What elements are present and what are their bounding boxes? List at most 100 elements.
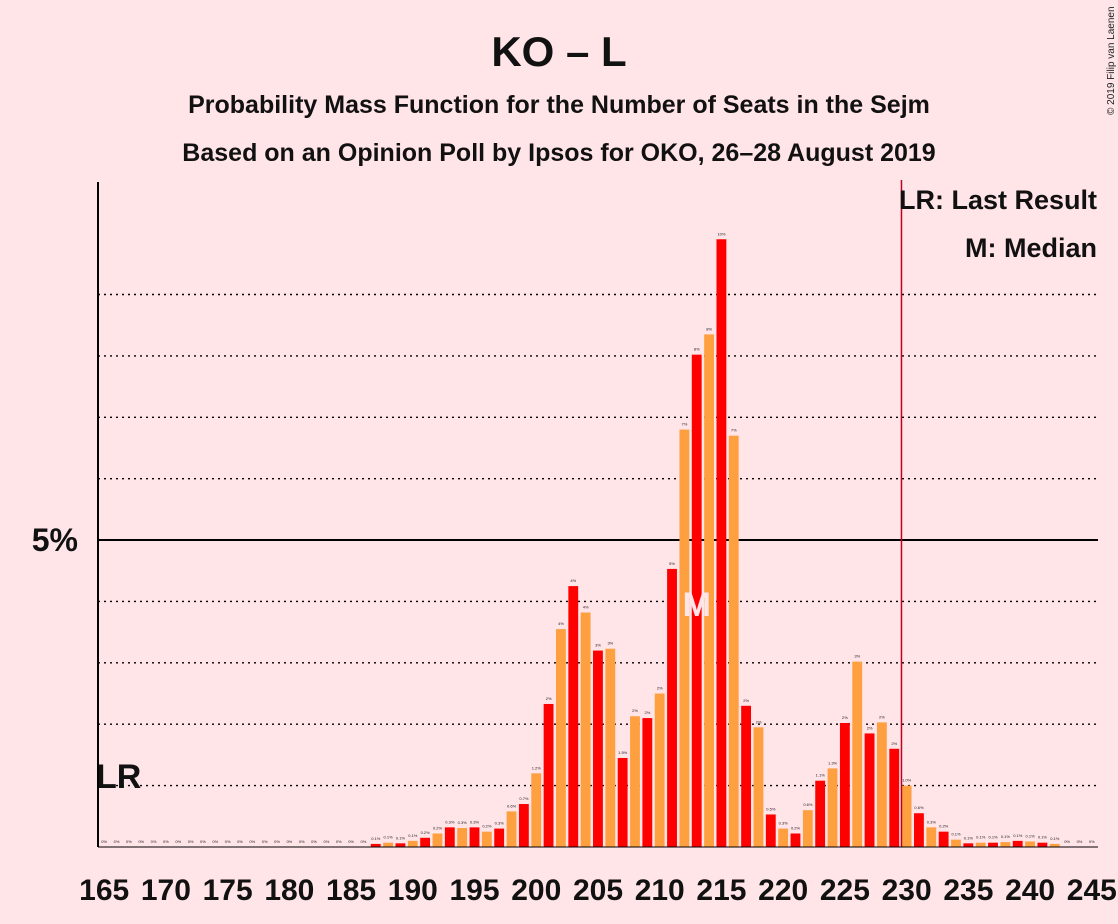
bar-188 (383, 842, 393, 847)
data-label-208: 2% (632, 708, 638, 713)
copyright-text: © 2019 Filip van Laenen (1106, 6, 1117, 115)
bar-218 (753, 727, 764, 847)
data-label-215: 10% (717, 231, 725, 236)
data-label-239: 0.1% (1013, 833, 1023, 838)
bar-227 (864, 733, 875, 847)
data-labels: 0% 0% 0% 0% 0% 0% 0% 0% 0% 0% 0% 0% 0% 0% 0% 0% 0% 0% 0% 0%… (101, 231, 1095, 844)
x-tick-175: 175 (203, 874, 253, 907)
bar-209 (642, 718, 653, 847)
bar-231 (914, 813, 924, 847)
data-label-240: 0.1% (1026, 833, 1036, 838)
bar-226 (852, 661, 863, 847)
bar-217 (741, 705, 752, 847)
data-label-230: 1.0% (902, 778, 912, 783)
data-label-196: 0.2% (482, 824, 492, 829)
bar-191 (420, 837, 431, 847)
data-label-187: 0.1% (371, 836, 381, 841)
data-label-192: 0.2% (433, 825, 443, 830)
data-label-194: 0.3% (458, 820, 468, 825)
data-label-183: 0% (324, 839, 330, 844)
data-label-185: 0% (348, 839, 354, 844)
x-tick-165: 165 (79, 874, 129, 907)
x-tick-180: 180 (264, 874, 314, 907)
data-label-245: 0% (1089, 839, 1095, 844)
data-label-242: 0.1% (1050, 836, 1060, 841)
data-label-238: 0.1% (1001, 834, 1011, 839)
bar-206 (605, 648, 616, 847)
legend-last-result: LR: Last Result (899, 185, 1097, 215)
data-label-167: 0% (126, 839, 132, 844)
data-label-211: 5% (669, 561, 675, 566)
data-label-201: 2% (546, 696, 552, 701)
data-label-231: 0.6% (914, 805, 924, 810)
chart-subtitle-2: Based on an Opinion Poll by Ipsos for OK… (182, 139, 935, 167)
bar-215 (716, 239, 727, 847)
bar-192 (432, 833, 443, 847)
data-label-173: 0% (200, 839, 206, 844)
bar-234 (951, 839, 961, 847)
data-label-229: 2% (891, 741, 897, 746)
x-tick-170: 170 (141, 874, 191, 907)
bar-193 (444, 827, 455, 847)
data-label-177: 0% (249, 839, 255, 844)
data-label-166: 0% (114, 839, 120, 844)
data-label-220: 0.3% (779, 821, 789, 826)
data-label-232: 0.3% (927, 819, 937, 824)
data-label-176: 0% (237, 839, 243, 844)
data-label-188: 0.1% (384, 835, 394, 840)
data-label-234: 0.1% (951, 832, 961, 837)
bar-223 (815, 780, 826, 847)
bar-236 (975, 842, 986, 847)
data-label-172: 0% (188, 839, 194, 844)
bar-222 (802, 810, 813, 847)
bar-224 (827, 768, 838, 847)
data-label-237: 0.1% (988, 835, 998, 840)
data-label-169: 0% (151, 839, 157, 844)
data-label-222: 0.6% (803, 802, 813, 807)
axes: LR (96, 180, 1098, 848)
data-label-197: 0.3% (495, 821, 505, 826)
data-label-180: 0% (286, 839, 292, 844)
data-label-236: 0.1% (976, 835, 986, 840)
data-label-241: 0.1% (1038, 835, 1048, 840)
data-label-219: 0.5% (766, 806, 776, 811)
bar-204 (580, 612, 591, 847)
chart-subtitle-1: Probability Mass Function for the Number… (188, 91, 930, 119)
legend-median: M: Median (965, 233, 1097, 263)
data-label-190: 0.1% (408, 833, 418, 838)
bar-202 (555, 629, 566, 847)
bar-189 (395, 843, 406, 847)
bar-187 (370, 843, 381, 847)
bar-190 (407, 840, 418, 847)
data-label-175: 0% (225, 839, 231, 844)
data-label-170: 0% (163, 839, 169, 844)
data-label-198: 0.6% (507, 803, 517, 808)
bar-196 (481, 831, 492, 847)
bar-200 (531, 773, 542, 847)
data-label-205: 3% (595, 643, 601, 648)
data-label-179: 0% (274, 839, 280, 844)
x-tick-195: 195 (450, 874, 500, 907)
bar-239 (1012, 840, 1023, 847)
bar-197 (494, 828, 505, 847)
x-tick-200: 200 (511, 874, 561, 907)
bar-241 (1037, 842, 1048, 847)
data-label-199: 0.7% (519, 796, 529, 801)
bar-199 (518, 804, 529, 847)
x-tick-220: 220 (758, 874, 808, 907)
data-label-178: 0% (262, 839, 268, 844)
data-label-186: 0% (361, 839, 367, 844)
bar-221 (790, 833, 801, 847)
bar-211 (667, 568, 677, 847)
data-label-210: 2% (657, 686, 663, 691)
bar-203 (568, 586, 579, 847)
bar-205 (593, 650, 603, 847)
bar-228 (876, 722, 887, 847)
data-label-216: 7% (731, 428, 737, 433)
data-label-235: 0.1% (964, 835, 974, 840)
y-tick-label: 5% (32, 522, 78, 558)
bar-201 (543, 703, 554, 847)
median-marker: M (683, 586, 711, 624)
bar-225 (839, 722, 850, 847)
